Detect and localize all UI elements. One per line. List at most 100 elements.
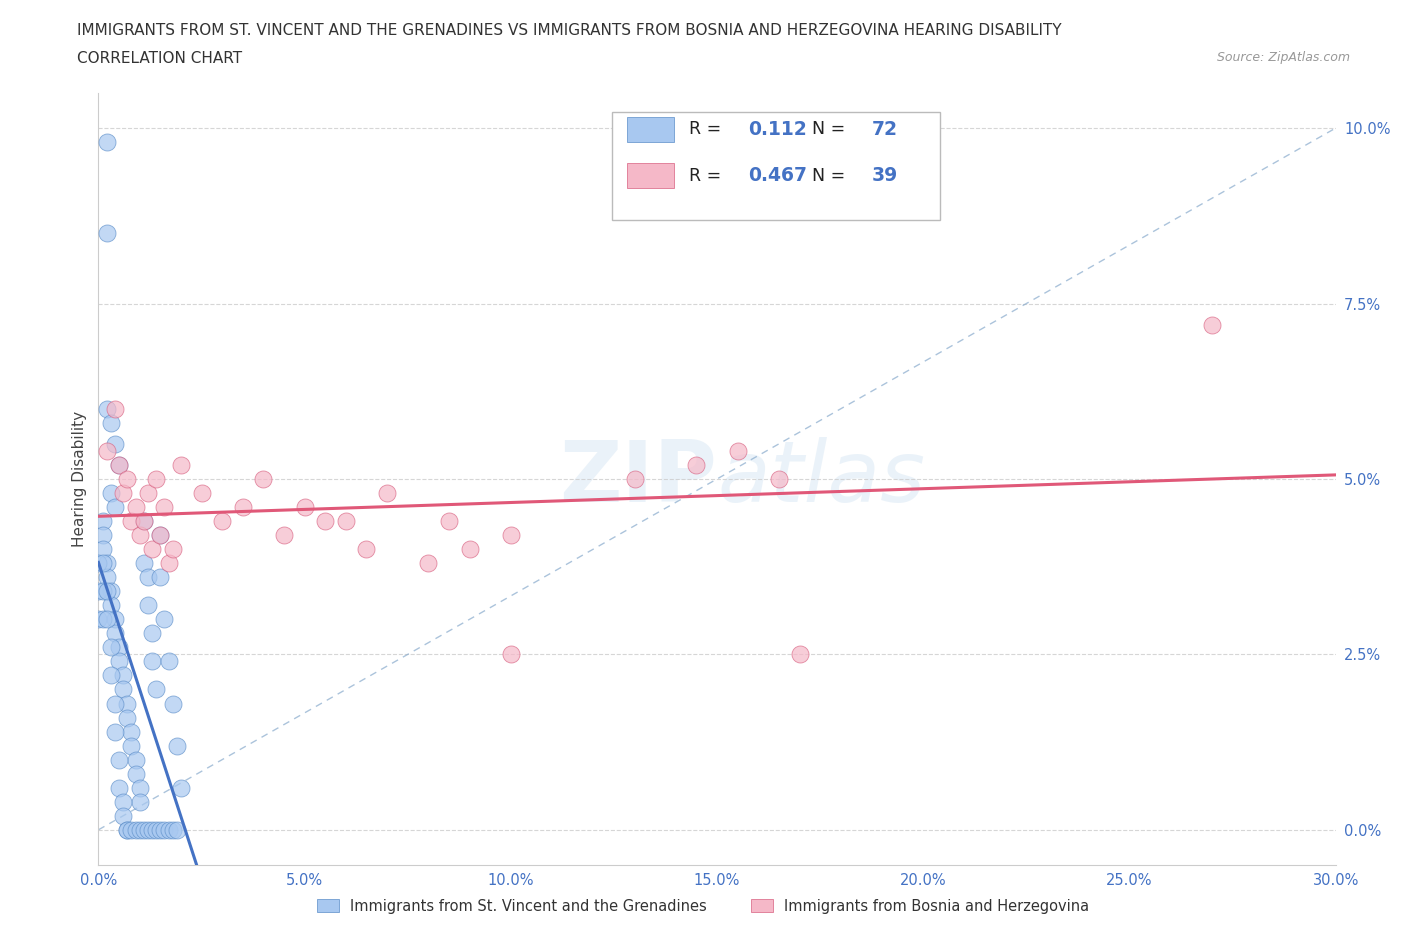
Point (96, 226, 118, 241)
Point (124, 752, 146, 767)
Point (91, 584, 114, 599)
Text: N =: N = (813, 166, 851, 184)
Point (132, 822, 155, 837)
Point (100, 584, 122, 599)
Point (117, 822, 139, 837)
Point (91, 612, 114, 627)
Point (166, 738, 188, 753)
Point (623, 472, 645, 486)
Point (91, 527, 114, 542)
Point (141, 541, 163, 556)
Point (1201, 317, 1223, 332)
Text: Source: ZipAtlas.com: Source: ZipAtlas.com (1216, 51, 1350, 64)
Point (136, 485, 159, 500)
Text: 39: 39 (872, 166, 898, 185)
Point (91, 541, 114, 556)
Point (153, 612, 176, 627)
Point (112, 794, 135, 809)
Text: ZIP: ZIP (560, 437, 717, 521)
Point (145, 682, 167, 697)
Point (112, 668, 135, 683)
Point (190, 485, 212, 500)
Point (252, 472, 274, 486)
Text: R =: R = (689, 166, 727, 184)
Point (100, 668, 122, 683)
Point (104, 612, 127, 627)
Point (768, 472, 790, 486)
Point (104, 436, 127, 451)
Point (108, 640, 131, 655)
Point (685, 458, 707, 472)
Point (162, 541, 184, 556)
Point (232, 499, 254, 514)
Point (418, 556, 440, 571)
Point (128, 794, 150, 809)
Point (789, 647, 811, 662)
Point (104, 499, 127, 514)
Point (96, 556, 118, 571)
Point (335, 513, 357, 528)
Point (117, 696, 139, 711)
Point (112, 682, 135, 697)
Point (141, 626, 163, 641)
Point (108, 654, 131, 669)
Point (120, 738, 142, 753)
Point (157, 822, 180, 837)
Point (108, 780, 131, 795)
Point (145, 822, 167, 837)
Point (104, 724, 127, 739)
Point (104, 626, 127, 641)
Text: R =: R = (689, 120, 727, 139)
Point (166, 822, 188, 837)
Point (96, 135, 118, 150)
Point (211, 513, 233, 528)
Point (149, 570, 172, 585)
Point (87, 584, 110, 599)
Point (149, 527, 172, 542)
Point (87, 612, 110, 627)
FancyBboxPatch shape (627, 164, 673, 188)
Point (314, 513, 336, 528)
FancyBboxPatch shape (627, 117, 673, 141)
Point (104, 696, 127, 711)
Point (149, 822, 172, 837)
Point (149, 527, 172, 542)
Point (136, 598, 159, 613)
Point (170, 780, 193, 795)
Point (108, 458, 131, 472)
Text: 0.112: 0.112 (748, 120, 807, 139)
Point (499, 527, 522, 542)
Point (157, 556, 180, 571)
Text: 0.467: 0.467 (748, 166, 807, 185)
Point (136, 570, 159, 585)
Y-axis label: Hearing Disability: Hearing Disability (72, 411, 87, 547)
Text: IMMIGRANTS FROM ST. VINCENT AND THE GRENADINES VS IMMIGRANTS FROM BOSNIA AND HER: IMMIGRANTS FROM ST. VINCENT AND THE GREN… (77, 23, 1062, 38)
Point (437, 513, 460, 528)
Point (132, 513, 155, 528)
Point (132, 556, 155, 571)
Point (96, 402, 118, 417)
Text: atlas: atlas (717, 437, 925, 521)
Text: 72: 72 (872, 120, 897, 139)
Legend: Immigrants from St. Vincent and the Grenadines, Immigrants from Bosnia and Herze: Immigrants from St. Vincent and the Gren… (312, 895, 1094, 918)
Point (100, 416, 122, 431)
Point (96, 584, 118, 599)
Point (375, 485, 398, 500)
Point (727, 444, 749, 458)
Point (96, 570, 118, 585)
Point (87, 556, 110, 571)
Point (153, 499, 176, 514)
Point (100, 640, 122, 655)
Point (96, 612, 118, 627)
Point (117, 822, 139, 837)
Point (499, 647, 522, 662)
Point (141, 822, 163, 837)
Point (120, 513, 142, 528)
Point (136, 822, 159, 837)
Point (124, 766, 146, 781)
Point (108, 752, 131, 767)
Point (96, 444, 118, 458)
Point (128, 527, 150, 542)
Point (128, 780, 150, 795)
Point (162, 696, 184, 711)
